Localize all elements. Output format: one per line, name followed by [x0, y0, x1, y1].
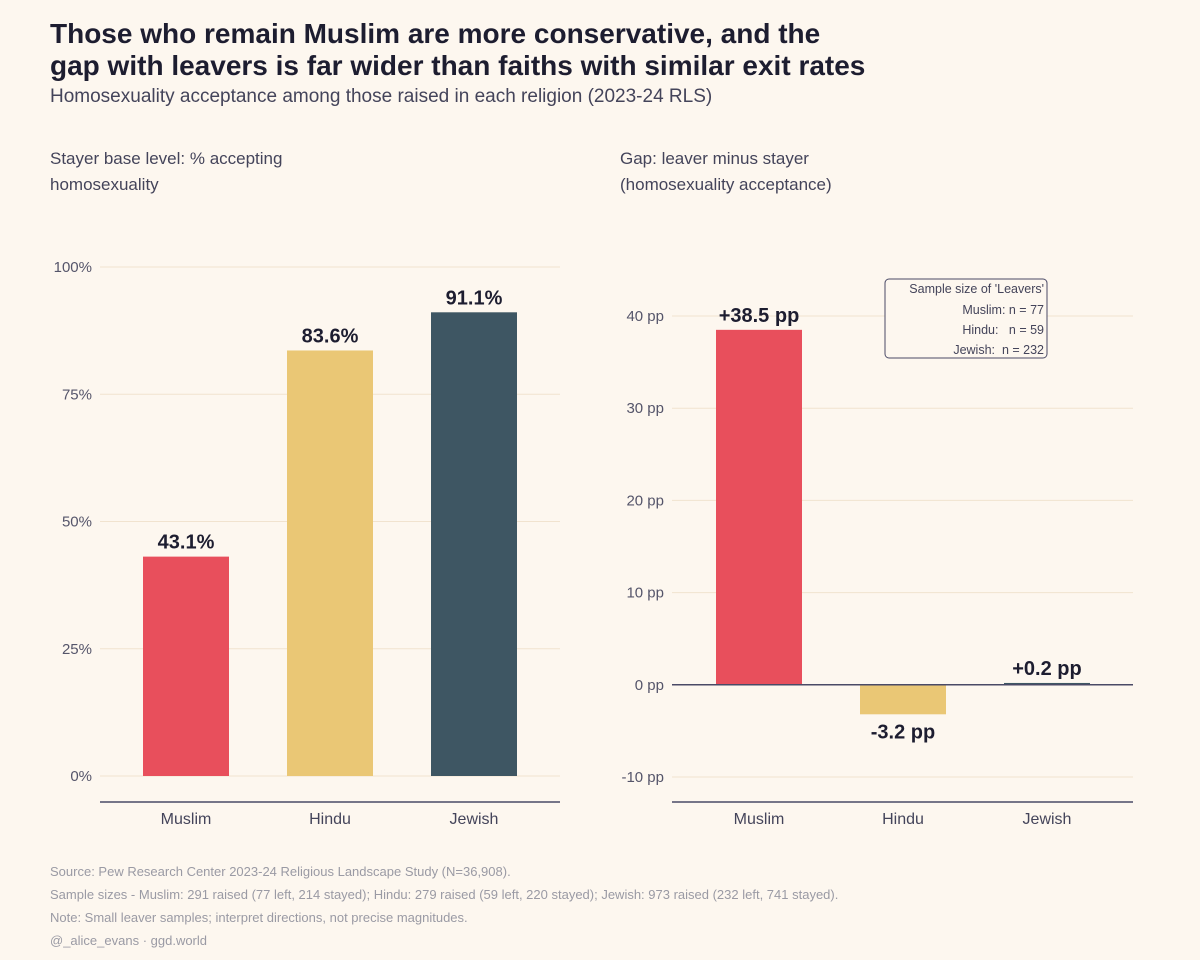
right-ytick-label: 10 pp — [626, 585, 664, 602]
left-data-label-muslim: 43.1% — [158, 532, 215, 554]
chart-subtitle: Homosexuality acceptance among those rai… — [50, 86, 713, 107]
sample-size-line: Muslim: n = 77 — [962, 303, 1044, 317]
right-bar-hindu — [860, 684, 946, 715]
right-xtick-label-hindu: Hindu — [882, 811, 924, 828]
right-ytick-label: 20 pp — [626, 492, 664, 509]
left-panel-label-line-1: Stayer base level: % accepting — [50, 149, 283, 168]
footer-note: Note: Small leaver samples; interpret di… — [50, 910, 468, 925]
right-xtick-label-jewish: Jewish — [1023, 811, 1072, 828]
right-bar-jewish — [1004, 682, 1090, 685]
chart-title: Those who remain Muslim are more conserv… — [50, 18, 1150, 82]
right-xtick-label-muslim: Muslim — [734, 811, 785, 828]
sample-size-title: Sample size of 'Leavers' — [909, 282, 1044, 296]
footer: Source: Pew Research Center 2023-24 Reli… — [50, 860, 838, 952]
right-data-label-jewish: +0.2 pp — [1012, 658, 1081, 680]
footer-sample-sizes: Sample sizes - Muslim: 291 raised (77 le… — [50, 887, 839, 902]
right-data-label-muslim: +38.5 pp — [719, 305, 800, 327]
left-ytick-label: 100% — [54, 259, 92, 276]
left-panel-label: Stayer base level: % accepting homosexua… — [50, 146, 450, 198]
footer-source: Source: Pew Research Center 2023-24 Reli… — [50, 864, 511, 879]
left-panel-label-line-2: homosexuality — [50, 175, 159, 194]
footer-credit: @_alice_evans · ggd.world — [50, 933, 208, 948]
right-ytick-label: 30 pp — [626, 400, 664, 417]
right-ytick-label: 40 pp — [626, 308, 664, 325]
right-panel-label-line-1: Gap: leaver minus stayer — [620, 149, 809, 168]
left-ytick-label: 50% — [62, 514, 92, 531]
left-data-label-jewish: 91.1% — [446, 287, 503, 309]
right-panel-label-line-2: (homosexuality acceptance) — [620, 175, 832, 194]
right-panel-label: Gap: leaver minus stayer (homosexuality … — [620, 146, 1020, 198]
left-data-label-hindu: 83.6% — [302, 325, 359, 347]
left-bar-jewish — [431, 312, 517, 776]
right-data-label-hindu: -3.2 pp — [871, 721, 935, 743]
sample-size-box — [884, 278, 1048, 359]
left-xtick-label-muslim: Muslim — [161, 811, 212, 828]
left-xtick-label-jewish: Jewish — [450, 811, 499, 828]
chart-title-line-2: gap with leavers is far wider than faith… — [50, 50, 866, 81]
left-bar-muslim — [143, 556, 229, 776]
right-bar-muslim — [716, 329, 802, 685]
right-ytick-label: 0 pp — [635, 677, 664, 694]
sample-size-line: Hindu: n = 59 — [962, 323, 1044, 337]
chart-title-line-1: Those who remain Muslim are more conserv… — [50, 18, 821, 49]
right-ytick-label: -10 pp — [621, 769, 664, 786]
left-xtick-label-hindu: Hindu — [309, 811, 351, 828]
sample-size-line: Jewish: n = 232 — [953, 343, 1044, 357]
left-ytick-label: 0% — [70, 768, 92, 785]
left-bar-hindu — [287, 350, 373, 776]
left-ytick-label: 25% — [62, 641, 92, 658]
left-ytick-label: 75% — [62, 386, 92, 403]
